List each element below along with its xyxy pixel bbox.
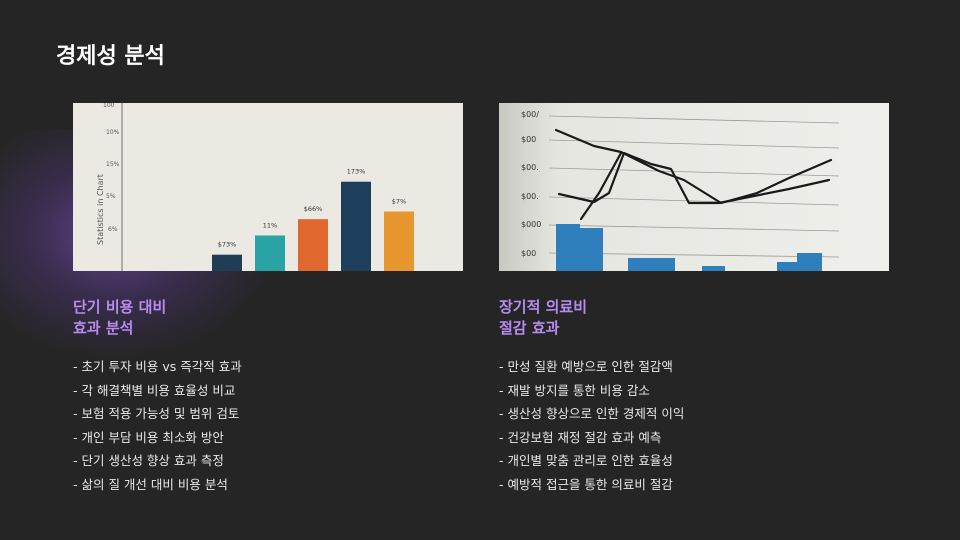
card-title-line: 단기 비용 대비: [73, 298, 167, 316]
bullet-item: - 각 해결책별 비용 효율성 비교: [73, 382, 236, 398]
bullet-list: - 초기 투자 비용 vs 즉각적 효과 - 각 해결책별 비용 효율성 비교 …: [73, 355, 463, 496]
bullet-item: - 개인 부담 비용 최소화 방안: [73, 429, 224, 445]
bullet-item: - 삶의 질 개선 대비 비용 분석: [73, 476, 228, 492]
bar-label: $7%: [392, 197, 406, 205]
slide-title: 경제성 분석: [56, 44, 165, 69]
bar-label: 173%: [347, 168, 366, 176]
y-tick-label: $000: [521, 220, 541, 229]
bullet-item: - 건강보험 재정 절감 효과 예측: [499, 429, 662, 445]
y-tick-label: 10%: [106, 129, 120, 136]
line-chart-photo: $00/ $00 $00. $00. $000 $00: [499, 103, 889, 271]
y-tick-label: 5%: [106, 193, 116, 200]
bullet-item: - 재발 방지를 통한 비용 감소: [499, 382, 650, 398]
card-title-line: 효과 분석: [73, 319, 134, 337]
bullet-item: - 초기 투자 비용 vs 즉각적 효과: [73, 359, 242, 374]
bullet-item: - 만성 질환 예방으로 인한 절감액: [499, 359, 673, 374]
card-title: 장기적 의료비 절감 효과: [499, 297, 889, 339]
bar-chart-photo: 100 10% 15% 5% 6% Statistics in Chart $7…: [73, 103, 463, 271]
bar-label: $66%: [304, 205, 323, 213]
bullet-item: - 생산성 향상으로 인한 경제적 이익: [499, 406, 685, 421]
long-term-card: $00/ $00 $00. $00. $000 $00 장기적 의료비 절감 효…: [499, 103, 889, 496]
y-tick-label: $00: [521, 135, 536, 144]
bullet-list: - 만성 질환 예방으로 인한 절감액 - 재발 방지를 통한 비용 감소 - …: [499, 355, 889, 496]
card-title-line: 장기적 의료비: [499, 298, 588, 316]
blue-bars: [556, 224, 822, 271]
y-tick-label: $00.: [521, 192, 539, 201]
bar: [212, 254, 242, 271]
bar-label: 11%: [263, 221, 277, 229]
y-tick-label: $00/: [521, 110, 539, 119]
bar: [298, 219, 328, 271]
y-tick-label: 15%: [106, 161, 120, 168]
vertical-axis-text: Statistics in Chart: [96, 174, 105, 245]
bar: [255, 235, 285, 271]
y-tick-label: $00: [521, 249, 536, 258]
y-tick-label: $00.: [521, 163, 539, 172]
card-title: 단기 비용 대비 효과 분석: [73, 297, 463, 339]
bar-group: $73% 11% $66% 173% $7%: [212, 168, 414, 271]
bullet-item: - 개인별 맞춤 관리로 인한 효율성: [499, 453, 673, 468]
bullet-item: - 단기 생산성 향상 효과 측정: [73, 453, 224, 468]
short-term-card: 100 10% 15% 5% 6% Statistics in Chart $7…: [73, 103, 463, 496]
bullet-item: - 예방적 접근을 통한 의료비 절감: [499, 476, 673, 492]
bar-label: $73%: [218, 241, 237, 249]
y-tick-label: 6%: [108, 226, 118, 233]
y-tick-label: 100: [103, 103, 115, 109]
card-title-line: 절감 효과: [499, 319, 560, 337]
bar: [384, 211, 414, 271]
bullet-item: - 보험 적용 가능성 및 범위 검토: [73, 406, 240, 421]
trend-lines: [554, 128, 833, 221]
bar: [341, 181, 371, 271]
